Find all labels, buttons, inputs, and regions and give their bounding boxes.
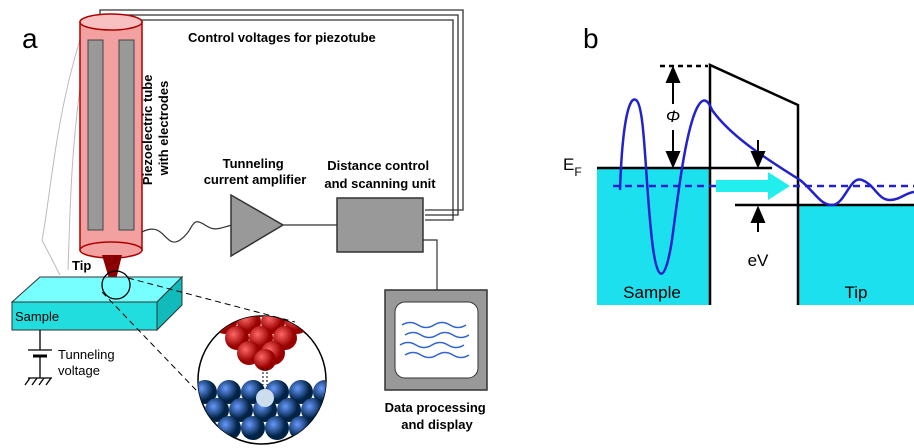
amplifier-label-line: Tunneling [223,156,284,171]
voltage-label: Tunneling voltage [58,347,118,378]
control-label: Control voltages for piezotube [188,30,376,45]
display-label-line: and display [401,417,473,432]
distance-label-line: and scanning unit [324,176,436,191]
electrode [88,40,103,230]
wire [423,240,437,290]
fermi-subscript: F [574,165,581,179]
battery [25,330,52,385]
panel-label: a [22,23,38,54]
tip-label: Tip [845,283,868,302]
panel-label: b [583,23,599,54]
sample-label: Sample [15,309,59,324]
stm-figure: a Control voltages for piezotube Piezoel… [0,0,914,448]
display-label-line: Data processing [385,400,486,415]
tube-top [80,14,142,30]
piezo-label: Piezoelectric tube with electrodes [140,71,171,185]
control-unit [337,198,423,252]
amplifier-label: Tunneling current amplifier [204,156,307,187]
bias-label: eV [748,251,769,270]
tunnel-arrow [716,172,790,200]
amplifier-label-line: current amplifier [204,172,307,187]
piezo-label-line: with electrodes [156,81,171,177]
fermi-symbol: E [563,155,574,174]
back-wires [42,40,84,275]
voltage-label-line: voltage [58,363,100,378]
display-label: Data processing and display [385,400,490,432]
sample-label: Sample [623,283,681,302]
fermi-label: EF [563,155,582,179]
distance-label: Distance control and scanning unit [324,158,436,191]
tip-label: Tip [72,258,91,273]
tip-wire [142,222,232,242]
amplifier [231,195,283,256]
piezo-label-line: Piezoelectric tube [140,75,155,186]
distance-label-line: Distance control [327,158,429,173]
electrode [119,40,134,230]
screen [395,302,478,378]
work-function-label: Φ [666,107,680,126]
voltage-label-line: Tunneling [58,347,115,362]
sample-top [12,277,182,302]
